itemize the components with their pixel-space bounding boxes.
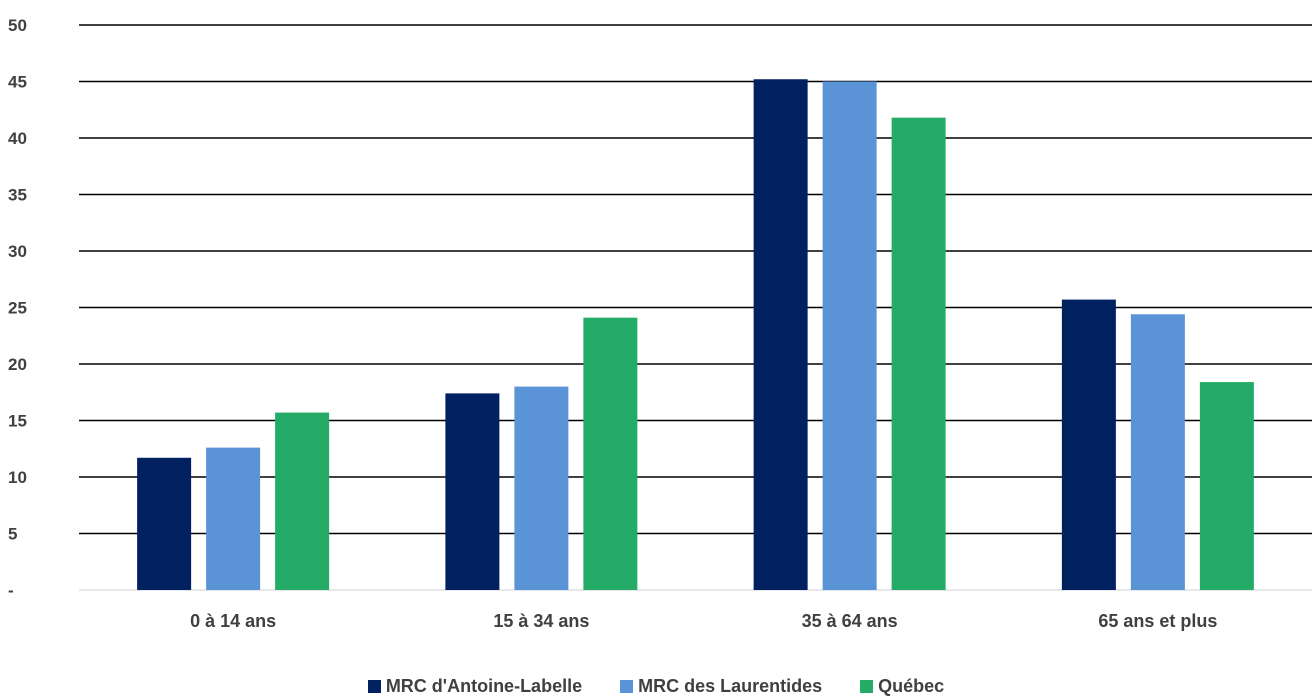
y-tick-label: - bbox=[8, 581, 14, 600]
legend-swatch bbox=[860, 680, 874, 693]
legend-label: MRC d'Antoine-Labelle bbox=[385, 676, 583, 696]
x-category-label: 15 à 34 ans bbox=[493, 611, 589, 631]
y-tick-label: 10 bbox=[8, 468, 27, 487]
y-axis-ticks: - 5 10 15 20 25 30 35 40 45 50 bbox=[8, 16, 27, 600]
bars bbox=[137, 79, 1254, 591]
y-tick-label: 20 bbox=[8, 355, 27, 374]
bar-2-1 bbox=[206, 447, 261, 590]
bar-1-2 bbox=[445, 393, 500, 590]
y-tick-label: 50 bbox=[8, 16, 27, 35]
bar-2-2 bbox=[514, 386, 569, 590]
y-tick-label: 15 bbox=[8, 412, 27, 431]
legend-label: MRC des Laurentides bbox=[638, 676, 823, 696]
y-tick-label: 40 bbox=[8, 129, 27, 148]
bar-1-1 bbox=[137, 457, 192, 590]
x-category-label: 65 ans et plus bbox=[1098, 611, 1217, 631]
x-category-label: 35 à 64 ans bbox=[802, 611, 898, 631]
legend-item-laurentides: MRC des Laurentides bbox=[620, 676, 822, 697]
y-tick-label: 25 bbox=[8, 299, 27, 318]
bar-3-1 bbox=[275, 412, 330, 590]
legend-swatch bbox=[367, 680, 381, 693]
legend-label: Québec bbox=[878, 676, 945, 696]
y-tick-label: 35 bbox=[8, 186, 27, 205]
bar-3-3 bbox=[891, 117, 946, 590]
gridlines bbox=[79, 24, 1312, 591]
bar-2-3 bbox=[822, 81, 877, 590]
y-tick-label: 5 bbox=[8, 525, 17, 544]
legend-item-quebec: Québec bbox=[860, 676, 944, 697]
legend-swatch bbox=[620, 680, 634, 693]
legend: MRC d'Antoine-Labelle MRC des Laurentide… bbox=[0, 676, 1312, 697]
x-axis-labels: 0 à 14 ans 15 à 34 ans 35 à 64 ans 65 ans e… bbox=[190, 611, 1217, 631]
bar-3-4 bbox=[1199, 382, 1254, 590]
y-tick-label: 45 bbox=[8, 73, 27, 92]
bar-1-4 bbox=[1061, 299, 1116, 590]
bar-1-3 bbox=[753, 79, 808, 591]
legend-item-antoine-labelle: MRC d'Antoine-Labelle bbox=[367, 676, 583, 697]
bar-chart: - 5 10 15 20 25 30 35 40 45 50 0 à 14 ans 15 à 34 a… bbox=[8, 16, 1312, 631]
y-tick-label: 30 bbox=[8, 242, 27, 261]
x-category-label: 0 à 14 ans bbox=[190, 611, 276, 631]
bar-3-2 bbox=[583, 317, 638, 590]
bar-2-4 bbox=[1130, 314, 1185, 590]
